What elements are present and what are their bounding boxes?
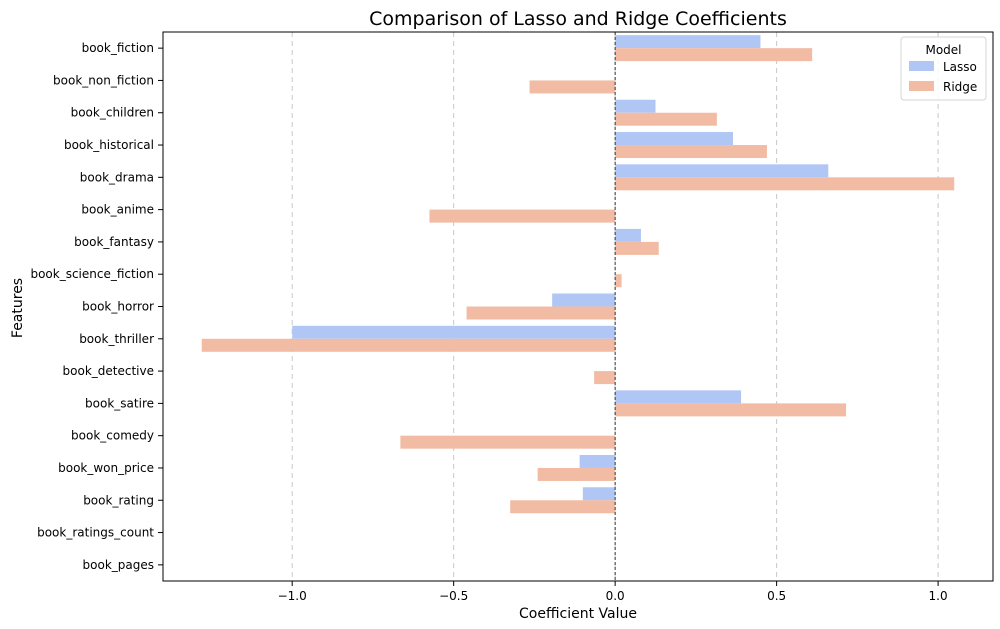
y-tick-label: book_science_fiction xyxy=(30,267,154,281)
y-tick-label: book_satire xyxy=(85,396,154,410)
bar-ridge xyxy=(429,209,616,223)
bar-lasso xyxy=(615,164,829,178)
bar-lasso xyxy=(615,390,742,404)
x-tick-label: −0.5 xyxy=(439,589,468,603)
y-tick-label: book_ratings_count xyxy=(37,526,154,540)
chart-title: Comparison of Lasso and Ridge Coefficien… xyxy=(369,8,787,30)
bar-lasso xyxy=(615,99,656,113)
legend: Model Lasso Ridge xyxy=(900,36,987,101)
y-tick-label: book_detective xyxy=(63,364,154,378)
y-tick-labels: book_fiction book_non_fiction book_childre… xyxy=(30,41,163,572)
y-tick-label: book_drama xyxy=(80,170,154,184)
x-tick-label: −1.0 xyxy=(278,589,307,603)
x-axis-label: Coefficient Value xyxy=(519,606,637,622)
x-tick-labels: −1.0 −0.5 0.0 0.5 1.0 xyxy=(278,581,948,603)
bar-lasso xyxy=(615,132,734,146)
y-tick-label: book_comedy xyxy=(71,429,154,443)
legend-title: Model xyxy=(925,43,961,57)
bar-ridge xyxy=(615,145,767,159)
bar-ridge xyxy=(615,48,813,62)
bar-lasso xyxy=(552,293,616,307)
y-tick-label: book_anime xyxy=(81,203,154,217)
bar-ridge xyxy=(510,500,616,514)
bar-ridge xyxy=(615,241,659,255)
x-tick-label: 0.5 xyxy=(767,589,786,603)
bar-ridge xyxy=(400,435,616,449)
y-tick-label: book_horror xyxy=(82,300,154,314)
y-tick-label: book_historical xyxy=(64,138,154,152)
bar-lasso xyxy=(582,487,616,501)
bar-ridge xyxy=(466,306,616,320)
legend-swatch-ridge xyxy=(909,81,934,91)
y-tick-label: book_pages xyxy=(83,558,154,572)
bar-ridge xyxy=(537,467,616,481)
x-tick-label: 0.0 xyxy=(606,589,625,603)
y-tick-label: book_won_price xyxy=(58,461,154,475)
bar-ridge xyxy=(615,274,622,288)
bar-ridge xyxy=(615,177,955,191)
y-tick-label: book_non_fiction xyxy=(53,73,154,87)
bar-ridge xyxy=(615,403,847,417)
bar-ridge xyxy=(529,80,616,94)
bar-lasso xyxy=(615,35,761,49)
bar-lasso xyxy=(579,454,616,468)
bar-lasso xyxy=(292,325,616,339)
bars-group xyxy=(201,35,955,514)
bar-lasso xyxy=(615,228,641,242)
legend-label-lasso: Lasso xyxy=(943,60,977,74)
bar-ridge xyxy=(594,371,616,385)
y-tick-label: book_fantasy xyxy=(74,235,154,249)
y-tick-label: book_rating xyxy=(83,493,154,507)
legend-label-ridge: Ridge xyxy=(943,80,977,94)
x-tick-label: 1.0 xyxy=(929,589,948,603)
y-axis-label: Features xyxy=(10,278,26,338)
bar-ridge xyxy=(201,338,616,352)
y-tick-label: book_children xyxy=(71,106,154,120)
legend-swatch-lasso xyxy=(909,61,934,71)
bar-ridge xyxy=(615,112,717,126)
y-tick-label: book_fiction xyxy=(82,41,154,55)
y-tick-label: book_thriller xyxy=(79,332,154,346)
